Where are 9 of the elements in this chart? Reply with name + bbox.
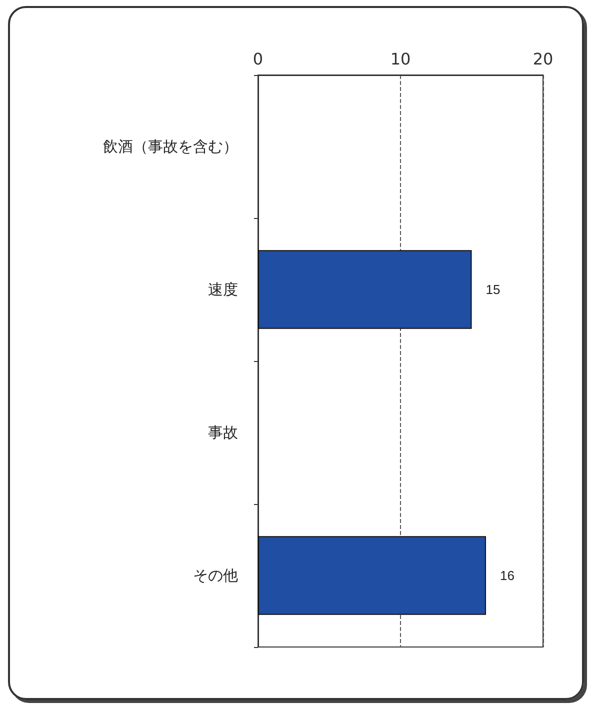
data-label: 15 — [486, 282, 500, 297]
x-tick-label: 10 — [390, 50, 411, 68]
x-tick-label: 20 — [532, 50, 554, 68]
y-tick-label: 事故 — [208, 424, 238, 442]
y-tick-label: 飲酒（事故を含む） — [103, 138, 238, 156]
y-tick-label: 速度 — [208, 280, 238, 298]
x-tick-label: 0 — [252, 50, 264, 68]
data-label: 16 — [500, 568, 514, 583]
y-tick-label: その他 — [193, 566, 238, 584]
